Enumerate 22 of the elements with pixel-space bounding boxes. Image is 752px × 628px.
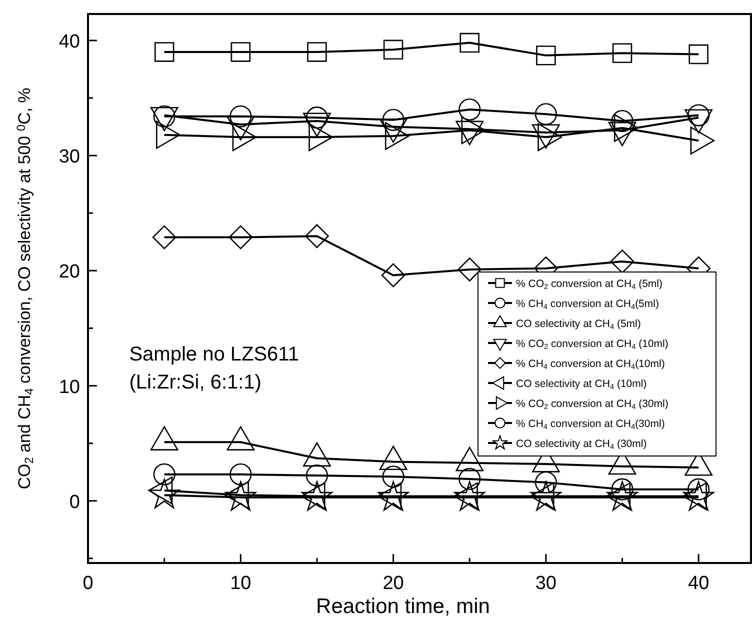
- x-axis-title: Reaction time, min: [316, 595, 490, 618]
- y-tick-label: 40: [58, 31, 80, 52]
- legend-label: CO selectivity at CH$_{4}$ (5ml): [516, 318, 641, 331]
- annotation: Sample no LZS611: [129, 343, 299, 366]
- x-tick-label: 40: [688, 573, 710, 594]
- x-tick-label: 10: [230, 573, 252, 594]
- legend-label: % CH$_{4}$ conversion at CH$_{4}$(5ml): [516, 298, 659, 311]
- legend-label: CO selectivity at CH$_{4}$ (30ml): [516, 438, 647, 451]
- x-tick-label: 20: [382, 573, 404, 594]
- legend-label: % CO$_{2}$ conversion at CH$_{4}$ (5ml): [516, 278, 662, 291]
- legend-label: % CO$_{2}$ conversion at CH$_{4}$ (10ml): [516, 338, 668, 351]
- annotation: (Li:Zr:Si, 6:1:1): [129, 371, 262, 394]
- legend-label: CO selectivity at CH$_{4}$ (10ml): [516, 378, 647, 391]
- legend-label: % CO$_{2}$ conversion at CH$_{4}$ (30ml): [516, 398, 668, 411]
- y-tick-label: 30: [58, 146, 80, 168]
- legend-label: % CH$_{4}$ conversion at CH$_{4}$(30ml): [516, 418, 665, 431]
- legend-label: % CH$_{4}$ conversion at CH$_{4}$(10ml): [516, 358, 665, 371]
- y-tick-label: 0: [69, 492, 80, 513]
- y-tick-label: 20: [58, 262, 80, 283]
- x-tick-label: 0: [82, 573, 94, 594]
- x-tick-label: 30: [535, 573, 556, 594]
- y-tick-label: 10: [58, 376, 80, 398]
